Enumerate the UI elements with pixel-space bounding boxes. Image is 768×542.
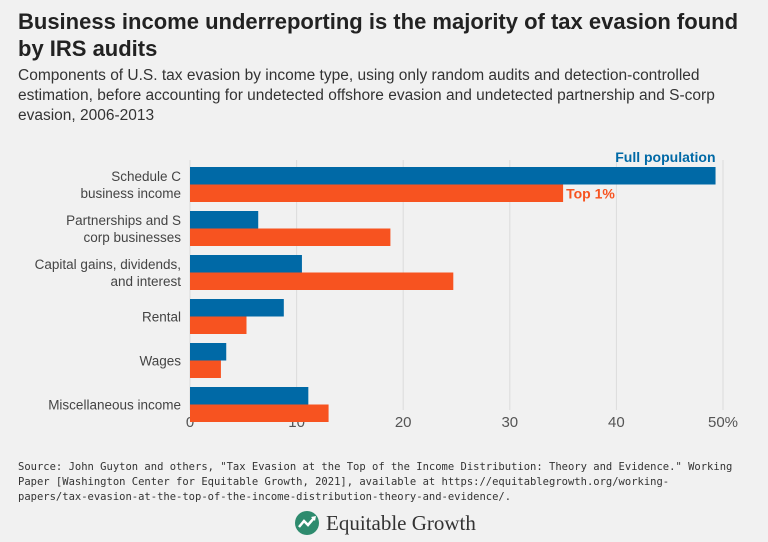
bar-top-1pct <box>190 184 564 202</box>
category-label: business income <box>80 186 181 201</box>
x-tick-label: 0 <box>186 414 194 431</box>
legend-full-population: Full population <box>615 149 715 165</box>
x-tick-label: 40 <box>608 414 625 431</box>
x-tick-label: 30 <box>501 414 518 431</box>
bar-full-population <box>190 255 302 273</box>
category-label: Capital gains, dividends, <box>35 257 181 272</box>
logo: Equitable Growth <box>294 510 476 536</box>
logo-icon <box>295 511 319 535</box>
legend-top-1pct: Top 1% <box>566 186 615 202</box>
bar-top-1pct <box>190 404 329 422</box>
source-note: Source: John Guyton and others, "Tax Eva… <box>18 461 733 503</box>
category-label: Wages <box>139 354 181 369</box>
category-label: Rental <box>142 310 181 325</box>
x-tick-label: 50% <box>708 414 738 431</box>
logo-text: Equitable Growth <box>326 510 476 535</box>
chart-subtitle: Components of U.S. tax evasion by income… <box>18 67 715 124</box>
bar-full-population <box>190 299 284 317</box>
bar-top-1pct <box>190 272 454 290</box>
bar-full-population <box>190 387 309 405</box>
bar-full-population <box>190 211 259 229</box>
category-label: and interest <box>110 274 181 289</box>
chart-title: Business income underreporting is the ma… <box>18 9 739 61</box>
category-label: Schedule C <box>111 169 181 184</box>
bar-top-1pct <box>190 316 247 334</box>
category-label: corp businesses <box>83 230 181 245</box>
category-label: Partnerships and S <box>66 213 181 228</box>
category-label: Miscellaneous income <box>48 398 181 413</box>
x-tick-label: 20 <box>395 414 412 431</box>
bar-top-1pct <box>190 360 221 378</box>
bar-full-population <box>190 343 227 361</box>
bar-full-population <box>190 167 716 185</box>
bar-top-1pct <box>190 228 391 246</box>
